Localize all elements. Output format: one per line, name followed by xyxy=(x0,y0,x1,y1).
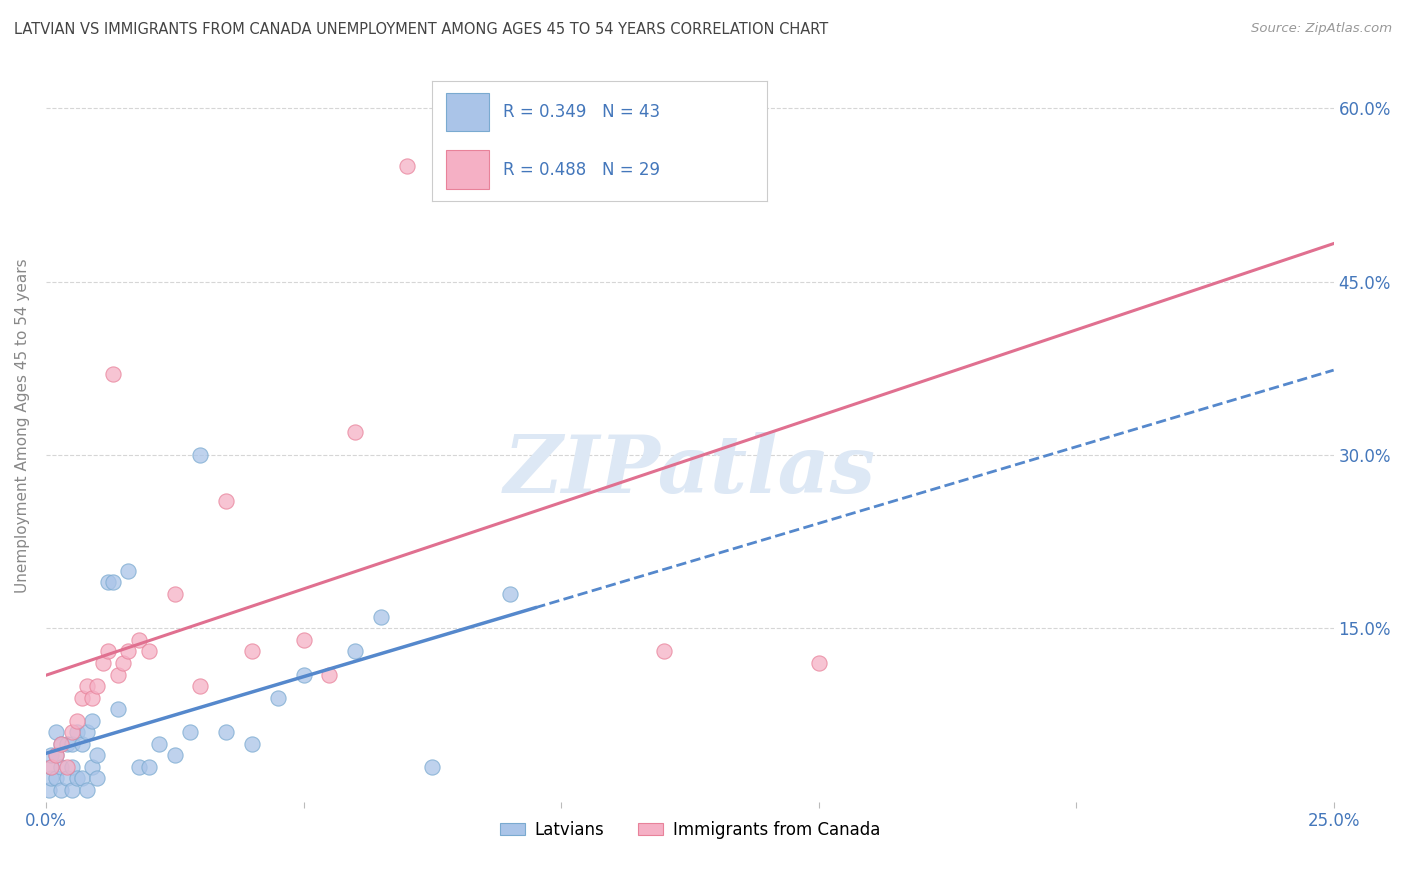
Point xyxy=(60,760,83,774)
Point xyxy=(370,609,392,624)
Point xyxy=(117,564,139,578)
Point xyxy=(148,737,170,751)
Point xyxy=(76,783,98,797)
Point xyxy=(39,760,62,774)
Point xyxy=(82,760,104,774)
Point xyxy=(117,644,139,658)
Point xyxy=(190,679,212,693)
Point xyxy=(39,760,62,774)
Point xyxy=(101,575,124,590)
Point xyxy=(76,679,98,693)
Point xyxy=(45,748,67,763)
Text: Source: ZipAtlas.com: Source: ZipAtlas.com xyxy=(1251,22,1392,36)
Point xyxy=(55,737,77,751)
Point xyxy=(91,656,114,670)
Point xyxy=(55,772,77,786)
Point xyxy=(240,644,263,658)
Point xyxy=(138,760,160,774)
Point xyxy=(292,667,315,681)
Point xyxy=(60,725,83,739)
Text: LATVIAN VS IMMIGRANTS FROM CANADA UNEMPLOYMENT AMONG AGES 45 TO 54 YEARS CORRELA: LATVIAN VS IMMIGRANTS FROM CANADA UNEMPL… xyxy=(14,22,828,37)
Point xyxy=(82,690,104,705)
Point xyxy=(70,772,93,786)
Point xyxy=(190,448,212,462)
Point xyxy=(66,772,89,786)
Point xyxy=(86,748,108,763)
Point xyxy=(807,656,830,670)
Point xyxy=(51,737,73,751)
Point xyxy=(215,494,238,508)
Point xyxy=(498,587,520,601)
Point xyxy=(45,725,67,739)
Point xyxy=(39,772,62,786)
Point xyxy=(38,783,60,797)
Point xyxy=(97,575,120,590)
Point xyxy=(420,760,443,774)
Point xyxy=(343,644,366,658)
Point xyxy=(163,587,186,601)
Point xyxy=(107,667,129,681)
Point xyxy=(292,632,315,647)
Point xyxy=(101,367,124,381)
Point xyxy=(60,783,83,797)
Y-axis label: Unemployment Among Ages 45 to 54 years: Unemployment Among Ages 45 to 54 years xyxy=(15,259,30,593)
Point xyxy=(267,690,290,705)
Point xyxy=(179,725,201,739)
Point xyxy=(86,772,108,786)
Point xyxy=(45,748,67,763)
Point xyxy=(128,632,150,647)
Point xyxy=(138,644,160,658)
Point xyxy=(66,725,89,739)
Point xyxy=(215,725,238,739)
Point xyxy=(70,737,93,751)
Point xyxy=(55,760,77,774)
Point xyxy=(70,690,93,705)
Point xyxy=(76,725,98,739)
Legend: Latvians, Immigrants from Canada: Latvians, Immigrants from Canada xyxy=(494,814,887,846)
Point xyxy=(60,737,83,751)
Point xyxy=(39,748,62,763)
Point xyxy=(652,644,675,658)
Point xyxy=(240,737,263,751)
Point xyxy=(97,644,120,658)
Point xyxy=(447,159,470,173)
Point xyxy=(163,748,186,763)
Point xyxy=(107,702,129,716)
Point xyxy=(395,159,418,173)
Point xyxy=(318,667,340,681)
Point xyxy=(128,760,150,774)
Point xyxy=(82,714,104,728)
Point xyxy=(45,772,67,786)
Point xyxy=(66,714,89,728)
Point xyxy=(51,737,73,751)
Point xyxy=(51,760,73,774)
Text: ZIPatlas: ZIPatlas xyxy=(503,433,876,510)
Point xyxy=(343,425,366,439)
Point xyxy=(86,679,108,693)
Point xyxy=(112,656,135,670)
Point xyxy=(51,783,73,797)
